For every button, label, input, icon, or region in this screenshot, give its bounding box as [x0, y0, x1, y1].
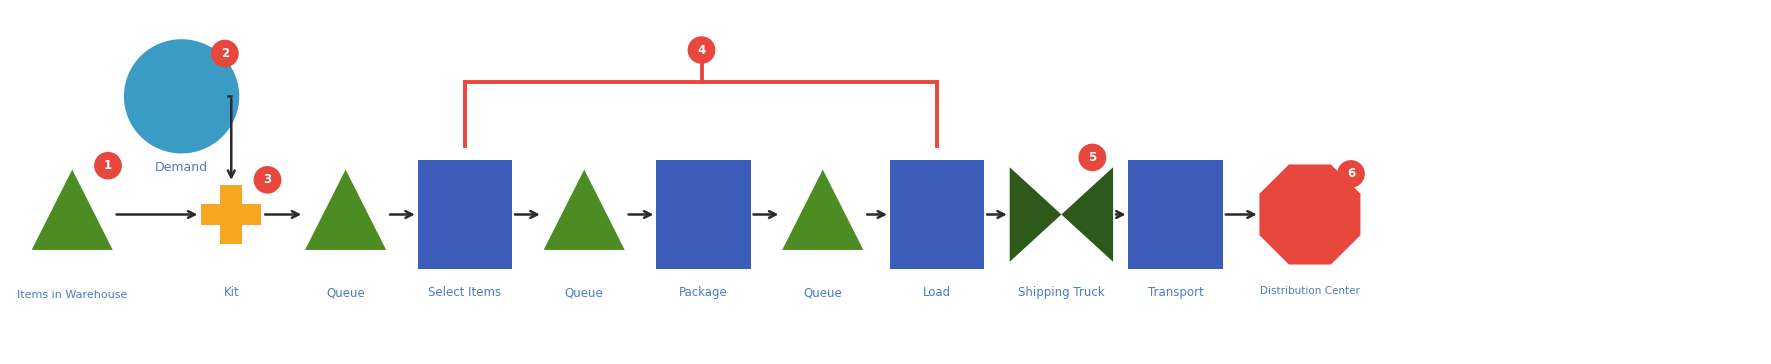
Text: Distribution Center: Distribution Center: [1259, 286, 1360, 296]
Circle shape: [253, 166, 282, 194]
Polygon shape: [1009, 167, 1061, 262]
Text: Queue: Queue: [804, 286, 843, 299]
Text: 5: 5: [1087, 151, 1096, 164]
Bar: [1128, 160, 1224, 269]
Circle shape: [687, 36, 715, 64]
Circle shape: [211, 40, 239, 67]
Text: Package: Package: [678, 286, 728, 299]
Circle shape: [124, 39, 239, 154]
Text: Queue: Queue: [326, 286, 365, 299]
Polygon shape: [1259, 165, 1360, 265]
Text: Shipping Truck: Shipping Truck: [1018, 286, 1105, 299]
Bar: [202, 204, 262, 225]
Polygon shape: [32, 170, 113, 250]
Text: Demand: Demand: [156, 161, 209, 174]
Text: Kit: Kit: [223, 286, 239, 299]
Circle shape: [94, 152, 122, 179]
Text: 6: 6: [1346, 167, 1355, 181]
Text: 1: 1: [104, 159, 112, 172]
Text: Transport: Transport: [1148, 286, 1204, 299]
Text: Items in Warehouse: Items in Warehouse: [18, 290, 128, 300]
Text: Queue: Queue: [565, 286, 604, 299]
Text: Select Items: Select Items: [429, 286, 501, 299]
Text: 2: 2: [221, 47, 228, 60]
Text: 4: 4: [698, 44, 705, 56]
Bar: [418, 160, 512, 269]
Text: 3: 3: [264, 173, 271, 186]
Bar: [657, 160, 751, 269]
Text: Load: Load: [923, 286, 951, 299]
Circle shape: [1337, 160, 1365, 188]
Bar: [889, 160, 985, 269]
Bar: [220, 185, 243, 244]
Polygon shape: [305, 170, 386, 250]
Polygon shape: [783, 170, 862, 250]
Polygon shape: [544, 170, 625, 250]
Polygon shape: [1061, 167, 1114, 262]
Circle shape: [1079, 143, 1107, 171]
